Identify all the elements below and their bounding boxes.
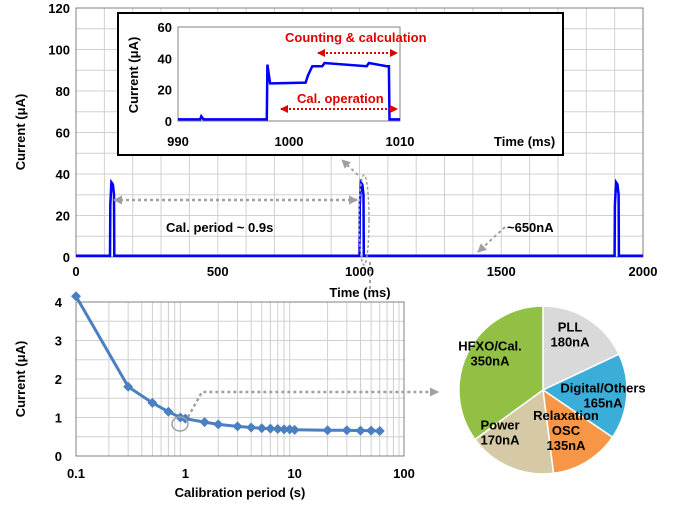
bottom-chart: 0 1 2 3 4 0.1 1 10 100 Current (μA) Calibration… <box>13 291 439 500</box>
bottom-y-axis-label: Current (μA) <box>13 341 28 418</box>
pie-slice-label: 135nA <box>546 438 586 453</box>
cal-period-label: Cal. period ~ 0.9s <box>166 220 273 235</box>
pie-slice-label: 165nA <box>583 396 623 411</box>
inset-y-tick-label: 40 <box>158 51 172 66</box>
counting-calc-label: Counting & calculation <box>285 30 427 45</box>
inset-x-tick-label: 1010 <box>386 134 415 149</box>
pie-slice-label: 180nA <box>550 335 590 350</box>
inset-plot-frame <box>177 26 401 122</box>
top-y-ticks: 0 20 40 60 80 100 120 <box>48 1 70 265</box>
bottom-y-tick-label: 4 <box>55 295 63 310</box>
inset-panel <box>117 12 564 156</box>
top-x-tick-label: 500 <box>207 264 229 279</box>
inset-x-tick-label: 990 <box>167 134 189 149</box>
inset-chart: 0 20 40 60 990 1000 1010 Current (μA) Time (m… <box>117 12 564 156</box>
cal-operation-label: Cal. operation <box>297 91 384 106</box>
bottom-point <box>355 425 366 436</box>
bottom-point <box>265 423 276 434</box>
top-y-tick-label: 40 <box>56 167 70 182</box>
bottom-point <box>341 425 352 436</box>
top-x-tick-label: 0 <box>72 264 79 279</box>
to-pie-arrow <box>186 387 439 418</box>
pie-slice-label: OSC <box>552 423 581 438</box>
bottom-x-tick-label: 1 <box>182 466 189 481</box>
pie-slice <box>458 305 544 441</box>
bottom-series-line <box>74 295 380 433</box>
zoom-arrow <box>341 159 359 176</box>
baseline-arrow <box>477 226 506 253</box>
bottom-point <box>213 419 224 430</box>
bottom-point <box>232 421 243 432</box>
inset-y-tick-label: 60 <box>158 20 172 35</box>
bottom-y-ticks: 0 1 2 3 4 <box>55 295 63 464</box>
bottom-point <box>289 424 300 435</box>
top-x-tick-label: 1000 <box>345 264 374 279</box>
top-y-tick-label: 100 <box>48 43 70 58</box>
bottom-point <box>71 291 81 302</box>
bottom-x-tick-label: 0.1 <box>67 466 85 481</box>
pie-slice <box>542 388 614 475</box>
inset-x-tick-label: 1000 <box>275 134 304 149</box>
zoom-ellipse <box>358 174 370 266</box>
bottom-point <box>272 424 283 435</box>
pie-slice-label: Power <box>480 418 519 433</box>
bottom-plot-frame <box>75 301 405 457</box>
top-y-tick-label: 0 <box>63 250 70 265</box>
bottom-x-tick-label: 100 <box>393 466 415 481</box>
bottom-point <box>256 423 267 434</box>
bottom-point <box>199 417 210 428</box>
bottom-y-tick-label: 0 <box>55 449 62 464</box>
highlight-circle <box>171 416 189 432</box>
top-x-tick-label: 1500 <box>487 264 516 279</box>
top-x-axis-label: Time (ms) <box>329 285 390 300</box>
inset-y-tick-label: 20 <box>158 83 172 98</box>
pie-slice-label: PLL <box>558 320 583 335</box>
baseline-current-label: ~650nA <box>507 220 554 235</box>
bottom-points <box>71 291 385 436</box>
top-x-tick-label: 2000 <box>629 264 658 279</box>
top-x-ticks: 0 500 1000 1500 2000 <box>72 264 657 279</box>
pie-slice <box>473 388 555 475</box>
top-y-tick-label: 60 <box>56 126 70 141</box>
bottom-point <box>246 422 257 433</box>
bottom-point <box>123 381 134 392</box>
pie-slice-label: Relaxation <box>533 408 599 423</box>
pie-slice-label: 350nA <box>470 354 510 369</box>
top-y-axis-label: Current (μA) <box>13 94 28 171</box>
top-y-tick-label: 20 <box>56 209 70 224</box>
bottom-point <box>163 406 174 417</box>
pie-slice-label: 170nA <box>480 433 520 448</box>
top-y-tick-label: 120 <box>48 1 70 16</box>
inset-y-tick-label: 0 <box>165 114 172 129</box>
bottom-point <box>366 425 377 436</box>
bottom-point <box>322 425 333 436</box>
inset-y-axis-label: Current (μA) <box>126 37 141 114</box>
bottom-x-ticks: 0.1 1 10 100 <box>67 466 415 481</box>
bottom-x-tick-label: 10 <box>287 466 301 481</box>
top-y-tick-label: 80 <box>56 84 70 99</box>
inset-current-trace <box>178 61 400 121</box>
top-plot-frame <box>75 7 644 258</box>
bottom-x-axis-label: Calibration period (s) <box>175 485 306 500</box>
bottom-y-tick-label: 3 <box>55 334 62 349</box>
bottom-point <box>147 397 158 408</box>
bottom-point <box>374 425 385 436</box>
pie-slice <box>542 305 620 392</box>
bottom-point <box>279 424 290 435</box>
inset-x-ticks: 990 1000 1010 <box>167 134 414 149</box>
pie-slice-label: Digital/Others <box>560 381 645 396</box>
inset-x-axis-label: Time (ms) <box>494 134 555 149</box>
inset-y-ticks: 0 20 40 60 <box>158 20 172 129</box>
bottom-y-tick-label: 2 <box>55 372 62 387</box>
bottom-y-tick-label: 1 <box>55 411 62 426</box>
pie-slice-label: HFXO/Cal. <box>458 339 522 354</box>
top-current-trace <box>76 178 643 257</box>
pie-slice <box>541 353 628 439</box>
